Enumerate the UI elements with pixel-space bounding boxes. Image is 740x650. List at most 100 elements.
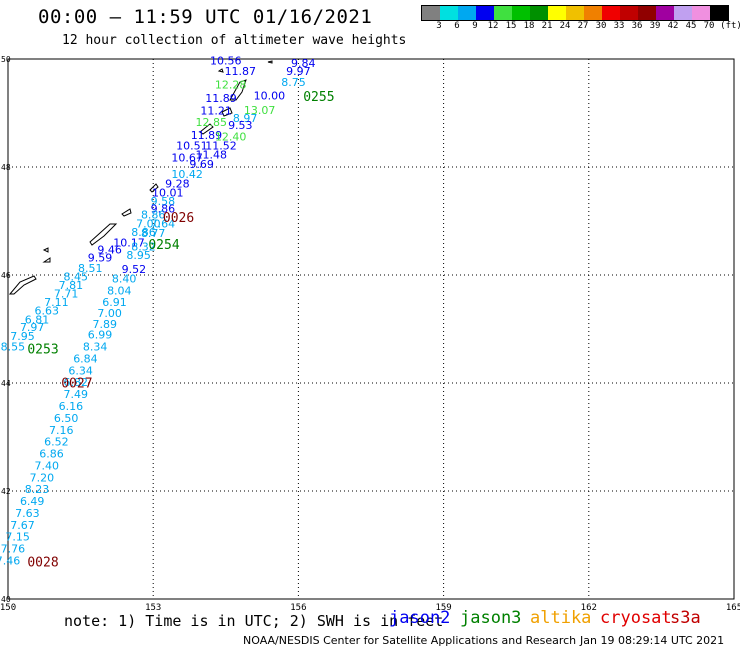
wave-height-label: 12.40 (215, 131, 247, 144)
lon-label: 165 (726, 603, 740, 613)
wave-height-label: 10.01 (152, 187, 184, 200)
wave-height-label: 10.17 (113, 236, 145, 249)
wave-height-label: 7.00 (97, 307, 122, 320)
wave-height-label: 8.86 (131, 226, 156, 239)
legend-item-s3a: s3a (670, 608, 701, 628)
wave-height-label: 7.63 (15, 507, 40, 520)
wave-height-label: 6.52 (44, 436, 69, 449)
pass-time-label: 0254 (148, 238, 179, 253)
colorbar-swatch (476, 6, 494, 20)
wave-height-label: 7.00 (136, 217, 161, 230)
wave-height-label: 7.16 (49, 424, 74, 437)
wave-height-label: 7.89 (93, 318, 118, 331)
wave-height-label: 9.28 (165, 178, 190, 191)
wave-height-colorbar (421, 5, 729, 21)
wave-height-label: 9.59 (88, 252, 113, 265)
wave-height-label: 10.42 (171, 168, 203, 181)
wave-height-label: 10.67 (171, 152, 203, 165)
credit-timestamp: Jan 19 08:29:14 UTC 2021 (580, 634, 725, 647)
coastline-island (42, 247, 49, 253)
colorbar-label: 15 (505, 21, 517, 31)
pass-time-label: 0028 (27, 556, 58, 571)
lat-label: 48 (1, 163, 11, 172)
colorbar-label: 30 (595, 21, 607, 31)
colorbar-label: 12 (487, 21, 499, 31)
wave-height-label: 8.86 (141, 208, 166, 221)
colorbar-label: 18 (523, 21, 535, 31)
wave-height-label: 6.63 (34, 304, 59, 317)
colorbar-swatch (656, 6, 674, 20)
wave-height-label: 11.48 (196, 148, 228, 161)
wave-height-label: 8.97 (233, 112, 258, 125)
pass-time-label: 0027 (61, 376, 92, 391)
wave-height-label: 11.52 (205, 140, 237, 153)
wave-height-label: 8.45 (64, 270, 89, 283)
wave-height-label: 7.46 (0, 554, 20, 567)
wave-height-label: 8.32 (131, 241, 156, 254)
colorbar-swatch (620, 6, 638, 20)
wave-height-label: 10.51 (176, 140, 208, 153)
lat-label: 40 (1, 595, 11, 604)
wave-height-label: 6.86 (39, 448, 64, 461)
colorbar-label: 42 (667, 21, 679, 31)
lon-label: 156 (290, 603, 306, 613)
wave-height-label: 11.89 (191, 129, 223, 142)
wave-height-label: 8.23 (25, 483, 50, 496)
wave-height-label: 6.91 (102, 296, 127, 309)
colorbar-swatch (530, 6, 548, 20)
colorbar-label: 6 (454, 21, 460, 31)
pass-time-label: 0253 (27, 342, 58, 357)
wave-height-label: 10.00 (254, 90, 286, 103)
coastline-island (221, 107, 233, 117)
wave-height-label: 6.84 (73, 352, 98, 365)
coastline-island (42, 257, 51, 263)
wave-height-label: 7.67 (10, 519, 35, 532)
colorbar-label: (ft) (720, 21, 740, 31)
wave-height-label: 7.71 (54, 288, 79, 301)
coastline-island (149, 183, 159, 193)
legend-item-cryosat: cryosat (600, 608, 672, 628)
colorbar-label: 33 (613, 21, 625, 31)
wave-height-label: 6.16 (59, 400, 84, 413)
colorbar-swatch (674, 6, 692, 20)
wave-height-label: 9.53 (228, 119, 253, 132)
coastline-island (217, 68, 224, 73)
footer-note: note: 1) Time is in UTC; 2) SWH is in fe… (64, 612, 444, 630)
colorbar-swatch (602, 6, 620, 20)
wave-height-label: 9.97 (286, 65, 311, 78)
wave-height-label: 7.81 (59, 279, 84, 292)
colorbar-label: 70 (703, 21, 715, 31)
wave-height-label: 9.46 (97, 243, 122, 256)
wave-height-label: 6.49 (20, 495, 45, 508)
legend-item-jason2: jason2 (389, 608, 451, 628)
coastline-island (8, 275, 37, 295)
wave-height-label: 8.95 (126, 249, 151, 262)
legend-item-altika: altika (530, 608, 592, 628)
lon-label: 153 (145, 603, 161, 613)
colorbar-label: 39 (649, 21, 661, 31)
wave-height-label: 9.58 (151, 195, 176, 208)
colorbar-label: 36 (631, 21, 643, 31)
wave-height-label: 7.76 (1, 543, 26, 556)
colorbar-label: 3 (436, 21, 442, 31)
wave-height-label: 7.20 (30, 471, 55, 484)
lon-label: 162 (581, 603, 597, 613)
colorbar-swatch (638, 6, 656, 20)
coastline-island (267, 60, 273, 64)
wave-height-label: 7.97 (20, 321, 45, 334)
coastline-island (199, 123, 214, 135)
wave-height-label: 7.11 (44, 296, 69, 309)
wave-height-label: 9.52 (122, 263, 147, 276)
lat-label: 42 (1, 487, 11, 496)
wave-height-label: 7.95 (10, 330, 35, 343)
lon-label: 159 (435, 603, 451, 613)
colorbar-swatch (692, 6, 710, 20)
wave-height-label: 6.34 (68, 364, 93, 377)
colorbar-swatch (548, 6, 566, 20)
colorbar-swatch (458, 6, 476, 20)
lat-label: 44 (1, 379, 11, 388)
wave-height-label: 13.07 (244, 104, 276, 117)
wave-height-label: 7.40 (34, 459, 59, 472)
wave-height-label: 6.50 (54, 412, 79, 425)
